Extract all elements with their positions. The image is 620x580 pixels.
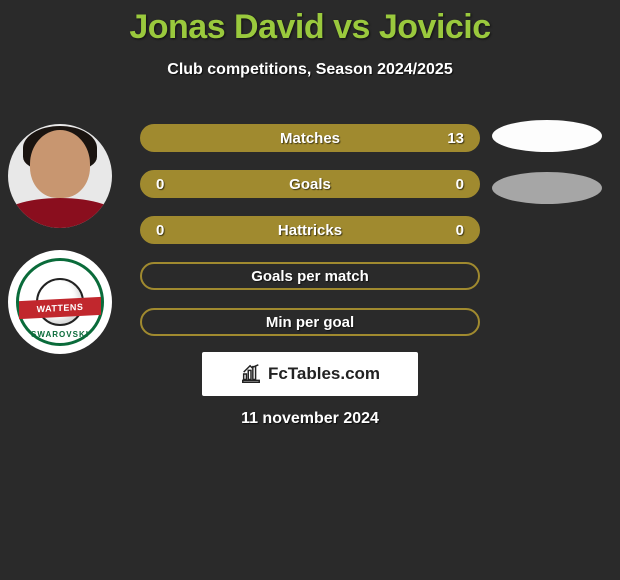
ellipse-1: [492, 120, 602, 152]
stat-row-goals: 0 Goals 0: [140, 170, 480, 198]
chart-icon: [240, 363, 262, 385]
stat-row-min-per-goal: Min per goal: [140, 308, 480, 336]
player1-avatar: [8, 124, 112, 228]
comparison-ellipses: [492, 120, 602, 224]
stat-label: Min per goal: [216, 314, 404, 331]
player-avatars: WATTENS SWAROVSKI: [8, 124, 112, 354]
stat-row-goals-per-match: Goals per match: [140, 262, 480, 290]
badge-ring-text: SWAROVSKI: [31, 330, 89, 339]
ellipse-2: [492, 172, 602, 204]
page-subtitle: Club competitions, Season 2024/2025: [0, 61, 620, 79]
brand-badge: FcTables.com: [202, 352, 418, 396]
stat-label: Matches: [216, 130, 404, 147]
stat-row-matches: Matches 13: [140, 124, 480, 152]
stat-right-value: 0: [404, 176, 464, 193]
badge-banner-text: WATTENS: [19, 297, 101, 319]
stat-left-value: 0: [156, 222, 216, 239]
stat-label: Hattricks: [216, 222, 404, 239]
stat-right-value: 13: [404, 130, 464, 147]
stat-right-value: 0: [404, 222, 464, 239]
brand-text: FcTables.com: [268, 364, 380, 384]
page-title: Jonas David vs Jovicic: [0, 0, 620, 47]
stat-label: Goals per match: [216, 268, 404, 285]
stat-left-value: 0: [156, 176, 216, 193]
stats-table: Matches 13 0 Goals 0 0 Hattricks 0 Goals…: [140, 124, 480, 354]
footer-date: 11 november 2024: [0, 410, 620, 428]
player2-club-badge: WATTENS SWAROVSKI: [8, 250, 112, 354]
stat-label: Goals: [216, 176, 404, 193]
stat-row-hattricks: 0 Hattricks 0: [140, 216, 480, 244]
